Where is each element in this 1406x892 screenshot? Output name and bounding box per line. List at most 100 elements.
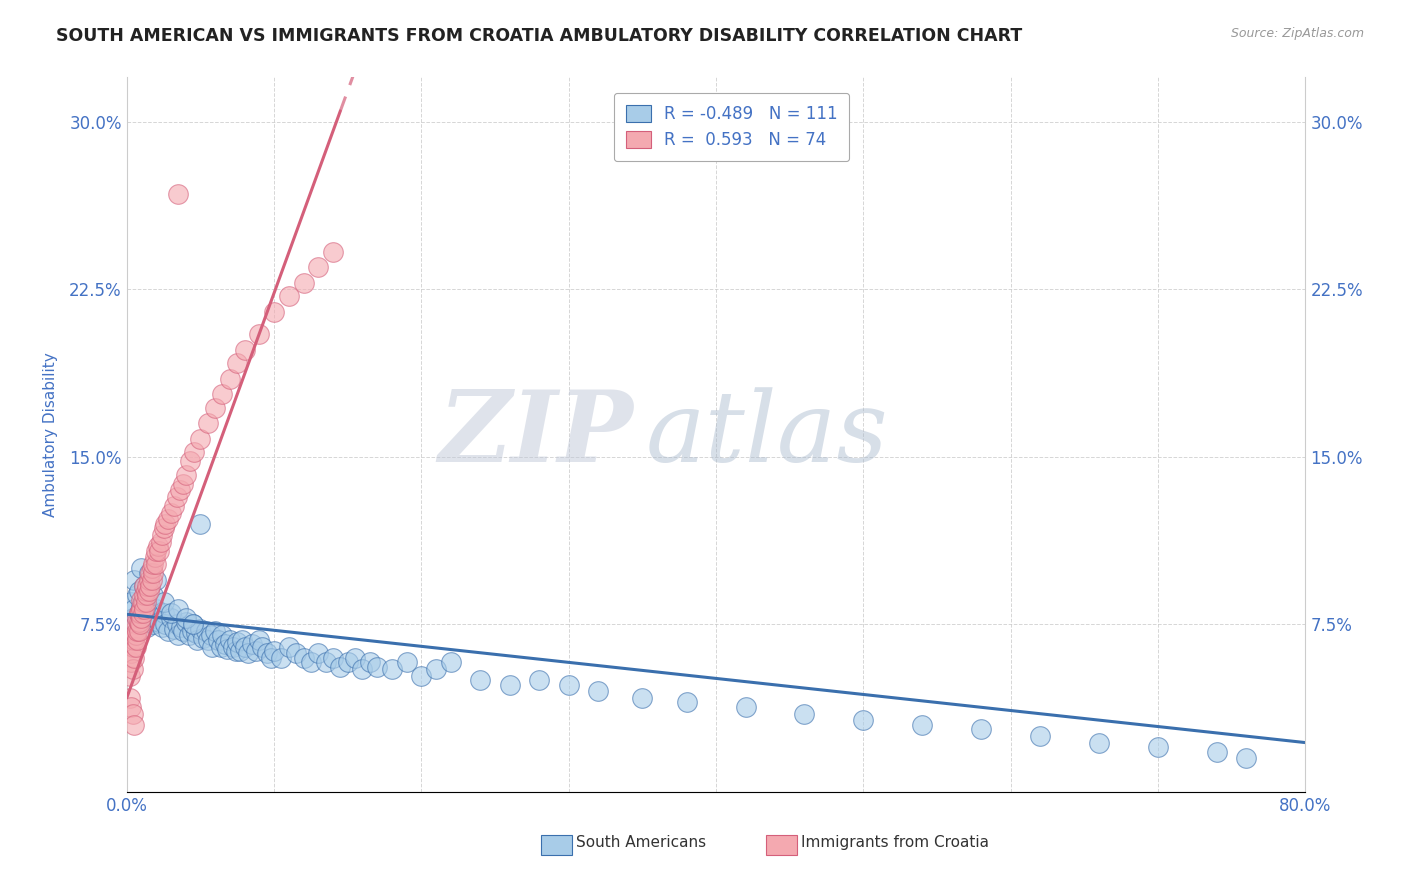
Text: ZIP: ZIP xyxy=(439,386,634,483)
Point xyxy=(172,476,194,491)
Point xyxy=(145,601,167,615)
Point xyxy=(121,610,143,624)
Point xyxy=(118,668,141,682)
Point xyxy=(132,595,155,609)
Point xyxy=(120,655,142,669)
Point xyxy=(166,490,188,504)
Point xyxy=(218,372,240,386)
Point xyxy=(125,610,148,624)
Point xyxy=(149,534,172,549)
Point xyxy=(277,640,299,654)
Point xyxy=(139,566,162,580)
Point xyxy=(214,637,236,651)
Point xyxy=(181,617,204,632)
Point xyxy=(226,356,249,370)
Point xyxy=(186,632,208,647)
Point xyxy=(245,644,267,658)
Point xyxy=(231,632,253,647)
Point xyxy=(160,610,183,624)
Point xyxy=(1029,729,1052,743)
Point xyxy=(529,673,551,687)
Point xyxy=(381,662,404,676)
Point xyxy=(236,646,259,660)
Point xyxy=(125,588,148,602)
Point xyxy=(152,521,174,535)
Point xyxy=(134,579,156,593)
Point xyxy=(174,615,197,629)
Point xyxy=(128,606,150,620)
Point xyxy=(911,717,934,731)
Point xyxy=(395,655,418,669)
Point xyxy=(440,655,463,669)
Point xyxy=(167,601,190,615)
Point xyxy=(122,632,145,647)
Point xyxy=(222,640,245,654)
Point xyxy=(180,624,202,638)
Point xyxy=(163,622,186,636)
Point xyxy=(143,610,166,624)
Point xyxy=(131,592,153,607)
Point xyxy=(120,595,142,609)
Point xyxy=(329,659,352,673)
Point xyxy=(200,628,222,642)
Point xyxy=(209,640,232,654)
Point xyxy=(179,454,201,468)
Point xyxy=(260,650,283,665)
Point xyxy=(142,557,165,571)
Point xyxy=(1206,745,1229,759)
Point xyxy=(307,646,329,660)
Point xyxy=(207,632,229,647)
Point xyxy=(131,610,153,624)
Point xyxy=(150,528,173,542)
Point xyxy=(322,244,344,259)
Point xyxy=(174,467,197,482)
Point xyxy=(148,615,170,629)
Point xyxy=(292,276,315,290)
Point xyxy=(124,617,146,632)
Point xyxy=(233,343,256,357)
Point xyxy=(135,595,157,609)
Point xyxy=(143,550,166,565)
Point xyxy=(145,573,167,587)
Point xyxy=(174,610,197,624)
Point xyxy=(197,417,219,431)
Point xyxy=(139,579,162,593)
Point xyxy=(170,619,193,633)
Y-axis label: Ambulatory Disability: Ambulatory Disability xyxy=(44,352,58,517)
Point xyxy=(233,640,256,654)
Point xyxy=(292,650,315,665)
Point xyxy=(134,588,156,602)
Point xyxy=(167,628,190,642)
Point xyxy=(344,650,367,665)
Point xyxy=(121,706,143,721)
Point xyxy=(190,516,212,531)
Point xyxy=(141,606,163,620)
Point xyxy=(184,626,207,640)
Point xyxy=(557,677,579,691)
Point xyxy=(142,566,165,580)
Point xyxy=(247,327,270,342)
Point xyxy=(181,617,204,632)
Point xyxy=(240,637,263,651)
Point xyxy=(145,543,167,558)
Point xyxy=(226,635,249,649)
Point xyxy=(138,583,160,598)
Point xyxy=(631,690,654,705)
Point xyxy=(141,573,163,587)
Point xyxy=(167,186,190,201)
Point xyxy=(211,387,233,401)
Point xyxy=(120,646,142,660)
Point xyxy=(499,677,522,691)
Point xyxy=(124,617,146,632)
Point xyxy=(225,644,247,658)
Point xyxy=(366,659,388,673)
Point xyxy=(229,644,252,658)
Point xyxy=(129,617,152,632)
Point xyxy=(675,695,697,709)
Point xyxy=(138,573,160,587)
Point xyxy=(153,617,176,632)
Text: atlas: atlas xyxy=(645,387,889,483)
Point xyxy=(160,506,183,520)
Point xyxy=(156,512,179,526)
Point xyxy=(138,566,160,580)
